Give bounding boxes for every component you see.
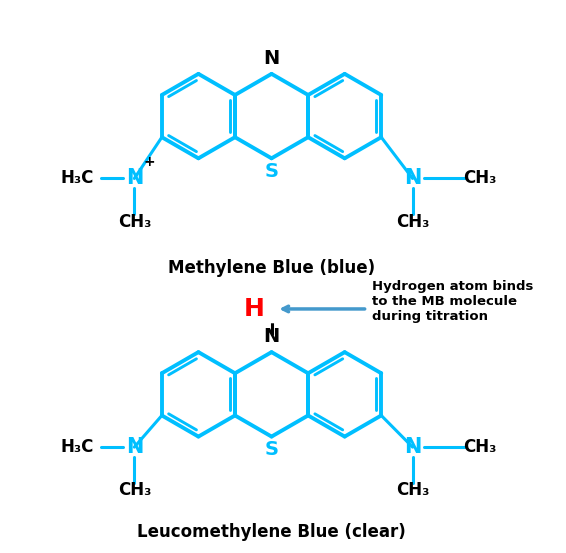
Text: H₃C: H₃C	[60, 438, 93, 456]
Text: S: S	[264, 162, 278, 181]
Text: CH₃: CH₃	[463, 169, 496, 187]
Text: H: H	[244, 297, 265, 321]
Text: CH₃: CH₃	[396, 481, 429, 499]
Text: N: N	[263, 49, 280, 68]
Text: CH₃: CH₃	[118, 213, 151, 231]
Text: CH₃: CH₃	[118, 481, 151, 499]
Text: N: N	[263, 327, 280, 346]
Text: Leucomethylene Blue (clear): Leucomethylene Blue (clear)	[137, 523, 406, 541]
Text: N: N	[126, 169, 143, 189]
Text: S: S	[264, 440, 278, 460]
Text: Hydrogen atom binds
to the MB molecule
during titration: Hydrogen atom binds to the MB molecule d…	[372, 280, 534, 323]
Text: N: N	[126, 437, 143, 457]
Text: H₃C: H₃C	[60, 169, 93, 187]
Text: CH₃: CH₃	[463, 438, 496, 456]
Text: N: N	[404, 437, 421, 457]
Text: +: +	[144, 155, 156, 169]
Text: Methylene Blue (blue): Methylene Blue (blue)	[168, 259, 375, 276]
Text: CH₃: CH₃	[396, 213, 429, 231]
Text: N: N	[404, 169, 421, 189]
